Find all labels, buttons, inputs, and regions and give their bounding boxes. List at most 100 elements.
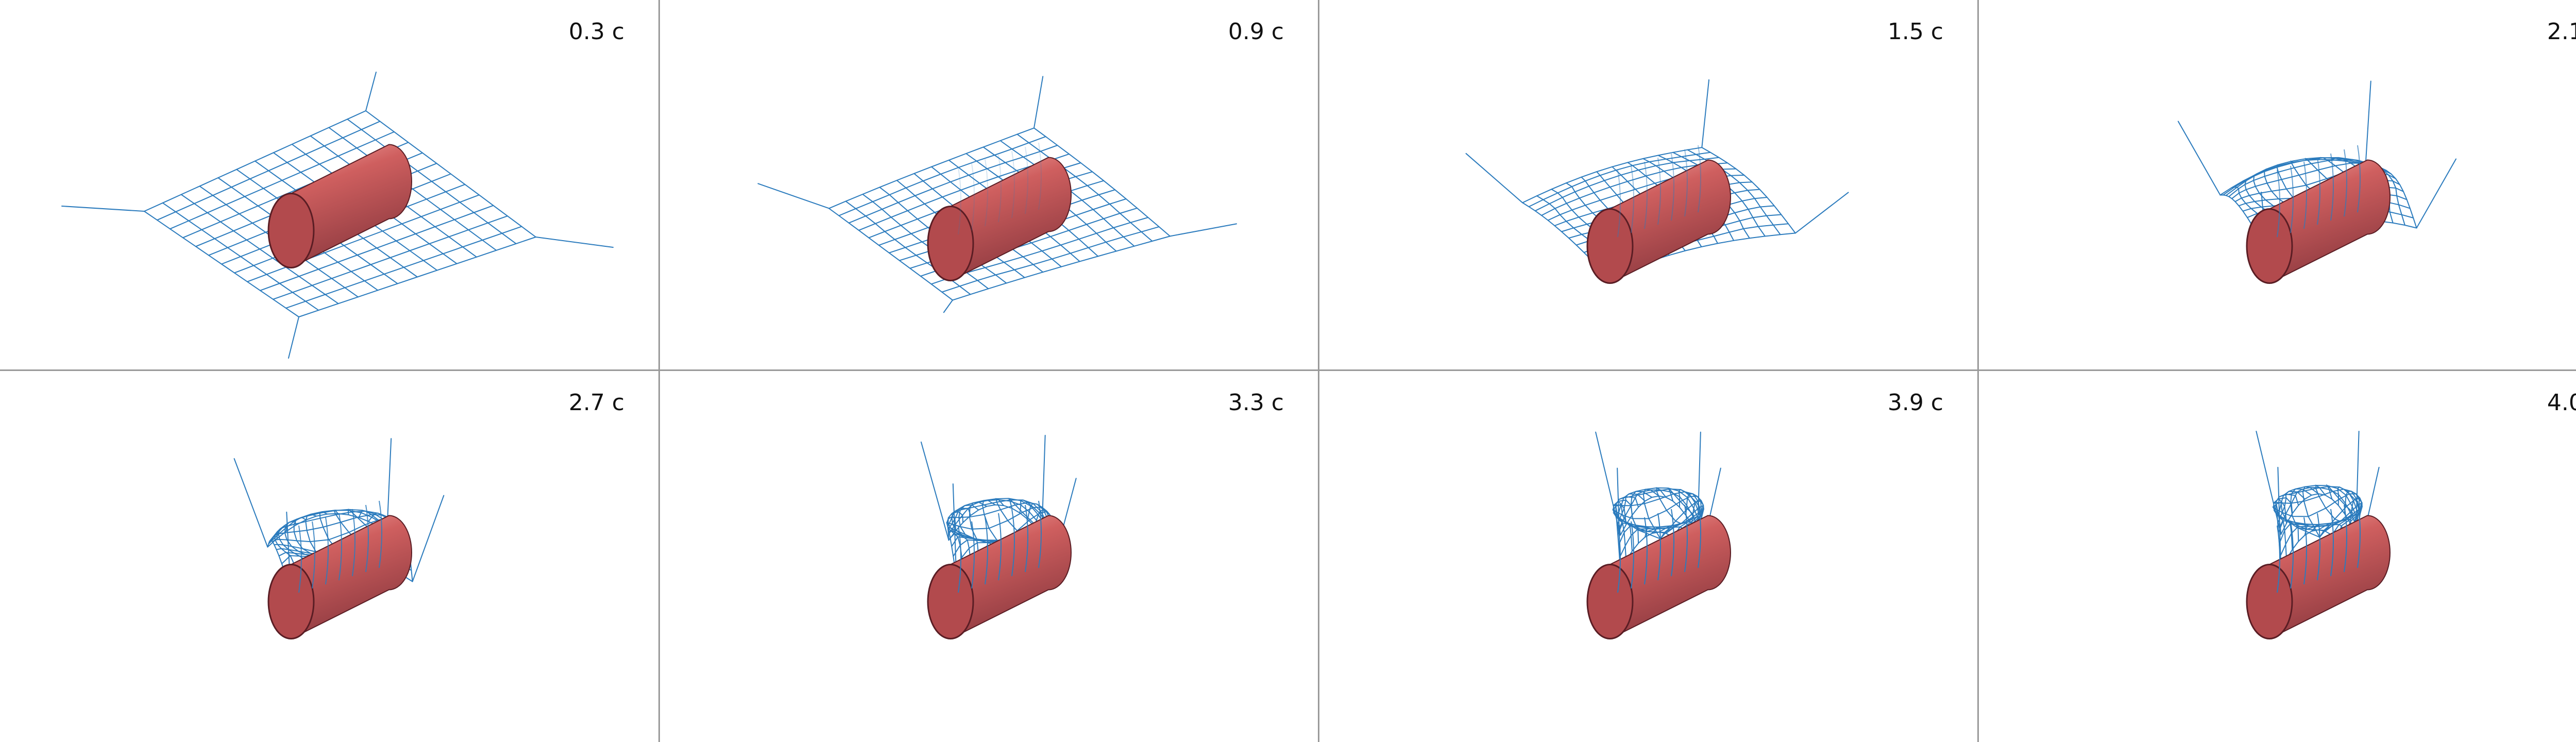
net-strand (1617, 525, 1621, 593)
cylinder-end-cap (927, 564, 974, 639)
net-strand (971, 163, 975, 231)
net-strand (1684, 504, 1688, 572)
net-tether (1465, 153, 1523, 204)
cylinder-body (291, 144, 412, 269)
panel-8: 4.0 c (1978, 371, 2576, 742)
net-strand (1644, 161, 1648, 229)
net-strand (2330, 509, 2334, 577)
net-strand (2303, 517, 2307, 585)
cylinder-end-cap (927, 206, 974, 281)
net-tether (1595, 431, 1621, 536)
cylinder-body (1609, 159, 1731, 284)
net-strand (2277, 525, 2280, 593)
panel-3: 1.5 c (1319, 0, 1978, 371)
net-strand (1671, 509, 1674, 577)
net-strand (365, 110, 536, 238)
net-tether (1697, 431, 1701, 536)
net-strand (1617, 170, 1621, 238)
cylinder-end-cap (267, 193, 315, 268)
net-strand (2277, 170, 2280, 238)
cylinder (267, 144, 412, 269)
net-tether (1033, 76, 1044, 129)
net-strand (1657, 157, 1661, 225)
cylinder-end-cap (2246, 564, 2293, 639)
net-strand (2357, 145, 2361, 213)
cylinder-end-cap (267, 564, 315, 639)
net-tether (1794, 192, 1849, 234)
net-front (1617, 500, 1701, 593)
net-tether (61, 206, 145, 212)
net-cylinder-scene (1465, 79, 1849, 284)
net-strand (379, 500, 382, 568)
net-tether (757, 183, 829, 209)
net-strand (985, 159, 988, 227)
net-strand (1016, 133, 1153, 242)
net-tether (288, 316, 299, 359)
net-strand (2330, 153, 2334, 221)
net-strand (338, 513, 342, 581)
net-strand (1684, 149, 1688, 217)
cylinder (267, 515, 412, 640)
cylinder (1586, 159, 1731, 284)
net-cylinder-scene (2246, 431, 2391, 640)
panel-4: 2.1 c (1978, 0, 2576, 371)
time-label: 3.3 c (1228, 390, 1284, 416)
net-tether (1701, 79, 1710, 148)
net-cylinder-scene (2177, 80, 2457, 284)
net-cylinder-scene (1586, 431, 1731, 640)
net-tether (2365, 80, 2371, 166)
time-label: 4.0 c (2547, 390, 2576, 416)
net-cylinder-scene (233, 438, 445, 640)
net-strand (2344, 149, 2347, 217)
net-strand (998, 513, 1002, 581)
net-strand (352, 509, 355, 577)
net-tether (535, 237, 614, 248)
net-tether (943, 299, 953, 313)
net-tether (233, 458, 268, 548)
net-tether (2355, 431, 2360, 535)
cylinder (927, 157, 1072, 282)
panel-1: 0.3 c (0, 0, 659, 371)
net-strand (2317, 513, 2320, 581)
cylinder-end-cap (1586, 564, 1634, 639)
net-strand (2344, 504, 2347, 572)
net-strand (1025, 504, 1028, 572)
net-strand (2290, 521, 2294, 589)
net-cylinder-scene (757, 76, 1238, 313)
net-front (298, 500, 382, 593)
net-strand (347, 119, 517, 244)
net-strand (1033, 127, 1171, 237)
net-strand (365, 504, 369, 572)
panel-2: 0.9 c (659, 0, 1319, 371)
net-strand (985, 517, 988, 585)
panel-5: 2.7 c (0, 371, 659, 742)
net-strand (273, 215, 508, 300)
net-strand (1644, 517, 1648, 585)
net-tether (920, 441, 950, 541)
net-cylinder-scene (920, 434, 1077, 640)
net-strand (1687, 149, 1781, 235)
net-strand (958, 525, 961, 593)
net-tether (365, 72, 377, 111)
cylinder-end-cap (1586, 208, 1634, 284)
net-strand (1701, 147, 1796, 234)
time-label: 2.7 c (568, 390, 624, 416)
time-label: 0.9 c (1228, 19, 1284, 45)
panel-divider (658, 0, 660, 742)
net-strand (1631, 521, 1634, 589)
net-tether (2416, 158, 2457, 229)
net-front (958, 142, 1042, 235)
net-strand (1038, 500, 1042, 568)
net-strand (952, 235, 1171, 301)
time-label: 1.5 c (1887, 19, 1943, 45)
net-tether (2177, 121, 2221, 196)
net-tether (412, 495, 445, 582)
net-strand (1698, 500, 1701, 568)
net-strand (2317, 157, 2320, 225)
cylinder-body (950, 157, 1072, 282)
net-strand (312, 521, 315, 589)
net-strand (1631, 165, 1634, 233)
net-strand (1671, 153, 1674, 221)
net-strand (1698, 145, 1701, 213)
